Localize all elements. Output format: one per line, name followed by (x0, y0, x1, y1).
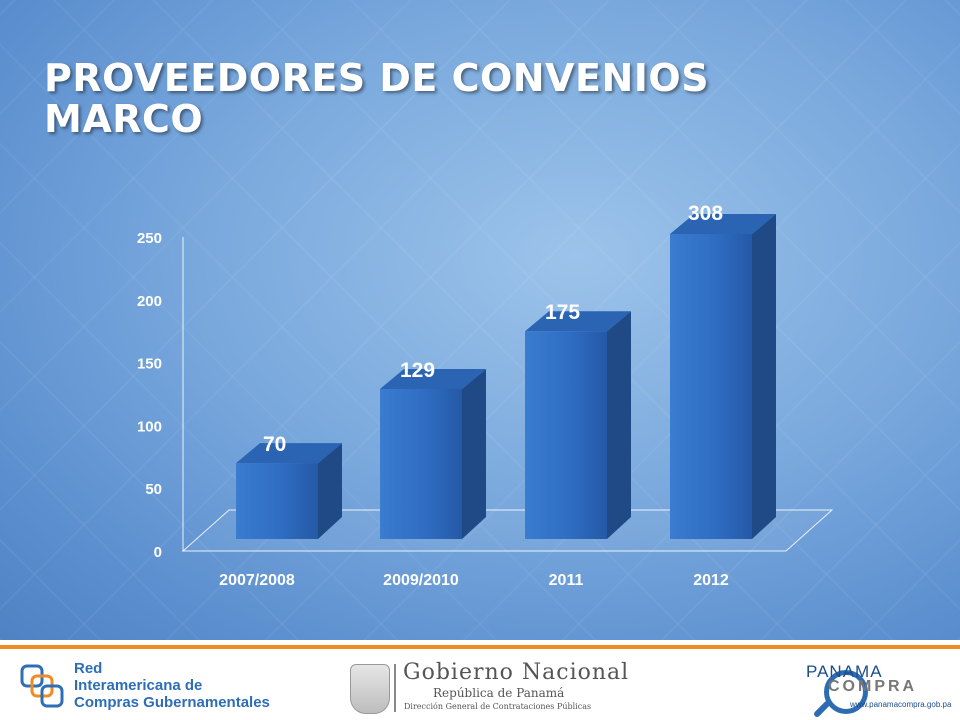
magnifier-handle (812, 699, 832, 719)
ricg-line-2: Interamericana de (74, 677, 203, 694)
bar (380, 388, 462, 539)
footer-divider (394, 664, 396, 712)
ricg-logo-text: Red Interamericana de Compras Gubernamen… (74, 660, 270, 711)
data-label: 70 (263, 433, 286, 456)
bar (670, 234, 752, 539)
bar-top (670, 214, 776, 234)
x-tick-label: 2009/2010 (383, 572, 459, 589)
bar-top (236, 443, 342, 464)
x-tick-label: 2007/2008 (219, 572, 295, 589)
gov-subtitle-2: Dirección General de Contrataciones Públ… (404, 702, 592, 711)
map-texture (0, 0, 960, 640)
y-tick-label: 100 (137, 418, 162, 435)
y-tick-label: 200 (137, 293, 162, 310)
footer-accent-bar (0, 645, 960, 649)
bar-side (607, 311, 631, 539)
coat-of-arms-icon (350, 664, 390, 714)
y-tick-label: 250 (137, 230, 162, 247)
bar-top (525, 311, 631, 332)
x-tick-label: 2012 (693, 572, 729, 589)
pc-brand-bottom: COMPRA (828, 678, 918, 695)
pc-brand-top: PANAMA (806, 662, 883, 681)
gov-title: Gobierno Nacional (403, 660, 630, 685)
data-label: 308 (688, 202, 723, 225)
bar (525, 331, 607, 539)
magnifier-icon (824, 670, 868, 714)
data-label: 175 (545, 301, 580, 324)
y-tick-label: 0 (154, 544, 162, 561)
bar-chart: 0 50 100 150 200 250 70 129 175 308 2007/2008 2009/… (137, 202, 834, 589)
x-tick-label: 2011 (549, 572, 584, 589)
ricg-logo-icon (20, 664, 64, 708)
data-label: 129 (400, 359, 435, 382)
bar-side (462, 368, 486, 539)
bar-side (752, 214, 776, 539)
title-line-1: PROVEEDORES DE CONVENIOS (44, 56, 710, 100)
ricg-line-3: Compras Gubernamentales (74, 694, 270, 711)
gov-subtitle: República de Panamá (433, 686, 565, 700)
chart-floor (181, 509, 834, 552)
y-tick-label: 150 (137, 356, 162, 373)
bar-top (380, 368, 486, 389)
pc-url: www.panamacompra.gob.pa (850, 700, 952, 709)
slide-background: PROVEEDORES DE CONVENIOS MARCO 0 50 100 150… (0, 0, 960, 640)
panamacompra-logo: PANAMA COMPRA www.panamacompra.gob.pa (800, 658, 952, 719)
slide-title: PROVEEDORES DE CONVENIOS MARCO (44, 58, 709, 140)
title-line-2: MARCO (44, 97, 204, 141)
ricg-line-1: Red (74, 660, 103, 677)
footer: Red Interamericana de Compras Gubernamen… (0, 640, 960, 720)
bar-side (318, 443, 342, 539)
bar (236, 463, 318, 539)
y-tick-label: 50 (145, 481, 162, 498)
